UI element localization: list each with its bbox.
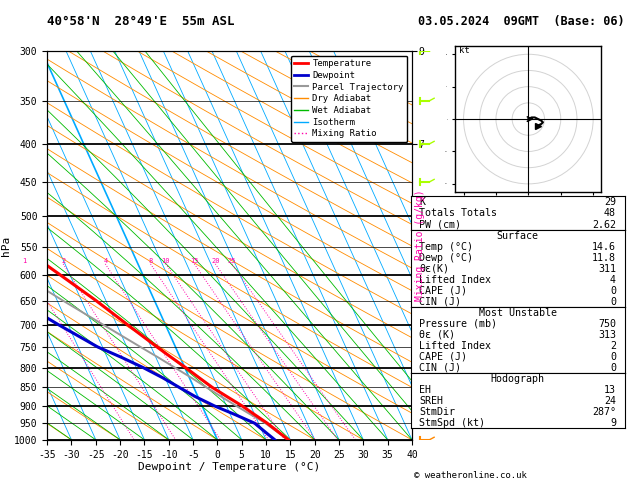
Text: Lifted Index: Lifted Index: [420, 275, 491, 285]
Text: 4: 4: [103, 258, 108, 264]
Text: 1: 1: [22, 258, 26, 264]
Text: 2: 2: [610, 341, 616, 351]
Text: 0: 0: [610, 352, 616, 362]
Text: 0: 0: [610, 363, 616, 373]
X-axis label: Dewpoint / Temperature (°C): Dewpoint / Temperature (°C): [138, 462, 321, 472]
Text: 313: 313: [598, 330, 616, 340]
Text: θε (K): θε (K): [420, 330, 455, 340]
Text: Most Unstable: Most Unstable: [479, 308, 557, 318]
Text: Hodograph: Hodograph: [491, 374, 545, 384]
Text: 0: 0: [610, 286, 616, 296]
Text: 03.05.2024  09GMT  (Base: 06): 03.05.2024 09GMT (Base: 06): [418, 15, 625, 28]
Text: 750: 750: [598, 319, 616, 329]
Text: CIN (J): CIN (J): [420, 297, 461, 307]
Text: 24: 24: [604, 396, 616, 406]
Text: 311: 311: [598, 264, 616, 274]
Text: 8: 8: [148, 258, 153, 264]
Text: 48: 48: [604, 208, 616, 218]
Y-axis label: km
ASL: km ASL: [443, 245, 461, 267]
Text: 11.8: 11.8: [592, 253, 616, 263]
Text: CIN (J): CIN (J): [420, 363, 461, 373]
Text: 2: 2: [61, 258, 65, 264]
Text: Dewp (°C): Dewp (°C): [420, 253, 473, 263]
Text: 20: 20: [211, 258, 220, 264]
Text: 4: 4: [610, 275, 616, 285]
Text: 9: 9: [610, 418, 616, 428]
Text: © weatheronline.co.uk: © weatheronline.co.uk: [414, 471, 526, 480]
Text: Surface: Surface: [497, 231, 538, 241]
Text: 40°58'N  28°49'E  55m ASL: 40°58'N 28°49'E 55m ASL: [47, 15, 235, 28]
Text: Mixing Ratio (g/kg): Mixing Ratio (g/kg): [415, 190, 425, 301]
Text: Pressure (mb): Pressure (mb): [420, 319, 498, 329]
Text: 15: 15: [190, 258, 199, 264]
Text: Temp (°C): Temp (°C): [420, 242, 473, 252]
Text: 0: 0: [610, 297, 616, 307]
Text: 13: 13: [604, 385, 616, 395]
Text: Lifted Index: Lifted Index: [420, 341, 491, 351]
Text: StmDir: StmDir: [420, 407, 455, 417]
Text: Totals Totals: Totals Totals: [420, 208, 498, 218]
Text: EH: EH: [420, 385, 431, 395]
Text: CAPE (J): CAPE (J): [420, 352, 467, 362]
Text: kt: kt: [459, 46, 469, 54]
Text: SREH: SREH: [420, 396, 443, 406]
Text: 25: 25: [228, 258, 237, 264]
Text: K: K: [420, 197, 425, 207]
Legend: Temperature, Dewpoint, Parcel Trajectory, Dry Adiabat, Wet Adiabat, Isotherm, Mi: Temperature, Dewpoint, Parcel Trajectory…: [291, 55, 408, 142]
Text: θε(K): θε(K): [420, 264, 449, 274]
Text: 29: 29: [604, 197, 616, 207]
Text: 14.6: 14.6: [592, 242, 616, 252]
Text: CAPE (J): CAPE (J): [420, 286, 467, 296]
Text: 2.62: 2.62: [592, 220, 616, 230]
Y-axis label: hPa: hPa: [1, 235, 11, 256]
Text: StmSpd (kt): StmSpd (kt): [420, 418, 486, 428]
Text: PW (cm): PW (cm): [420, 220, 461, 230]
Text: 287°: 287°: [592, 407, 616, 417]
Text: 10: 10: [162, 258, 170, 264]
